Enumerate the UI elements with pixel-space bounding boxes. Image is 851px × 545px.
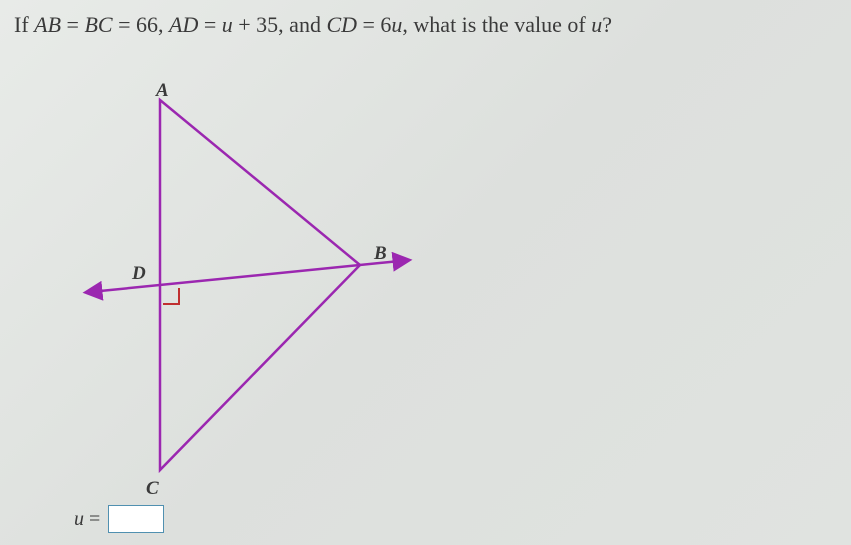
point-label-b: B [374,243,387,265]
answer-eq: = [84,508,100,530]
q-qmark: ? [602,12,612,37]
q-ab: AB [34,12,61,37]
answer-label: u = [74,508,100,531]
point-label-c: C [146,478,159,500]
q-u1: u [222,12,233,37]
point-label-a: A [156,80,169,102]
q-eq1: = [61,12,84,37]
q-cd: CD [326,12,357,37]
right-angle-icon [163,288,179,304]
question-text: If AB = BC = 66, AD = u + 35, and CD = 6… [14,12,612,38]
q-prefix: If [14,12,34,37]
q-plus35: + 35, and [233,12,327,37]
q-eq2: = 66, [113,12,169,37]
q-eq4: = 6 [357,12,391,37]
triangle-abc [160,100,360,470]
geometry-diagram: A B C D [60,80,460,500]
answer-var: u [74,508,84,530]
answer-input[interactable] [108,505,164,533]
q-suffix: , what is the value of [402,12,591,37]
q-ad: AD [169,12,198,37]
q-eq3: = [198,12,221,37]
q-u2: u [391,12,402,37]
q-u3: u [591,12,602,37]
q-bc: BC [84,12,112,37]
point-label-d: D [132,263,146,285]
diagram-svg [60,80,460,500]
answer-row: u = [74,505,164,533]
